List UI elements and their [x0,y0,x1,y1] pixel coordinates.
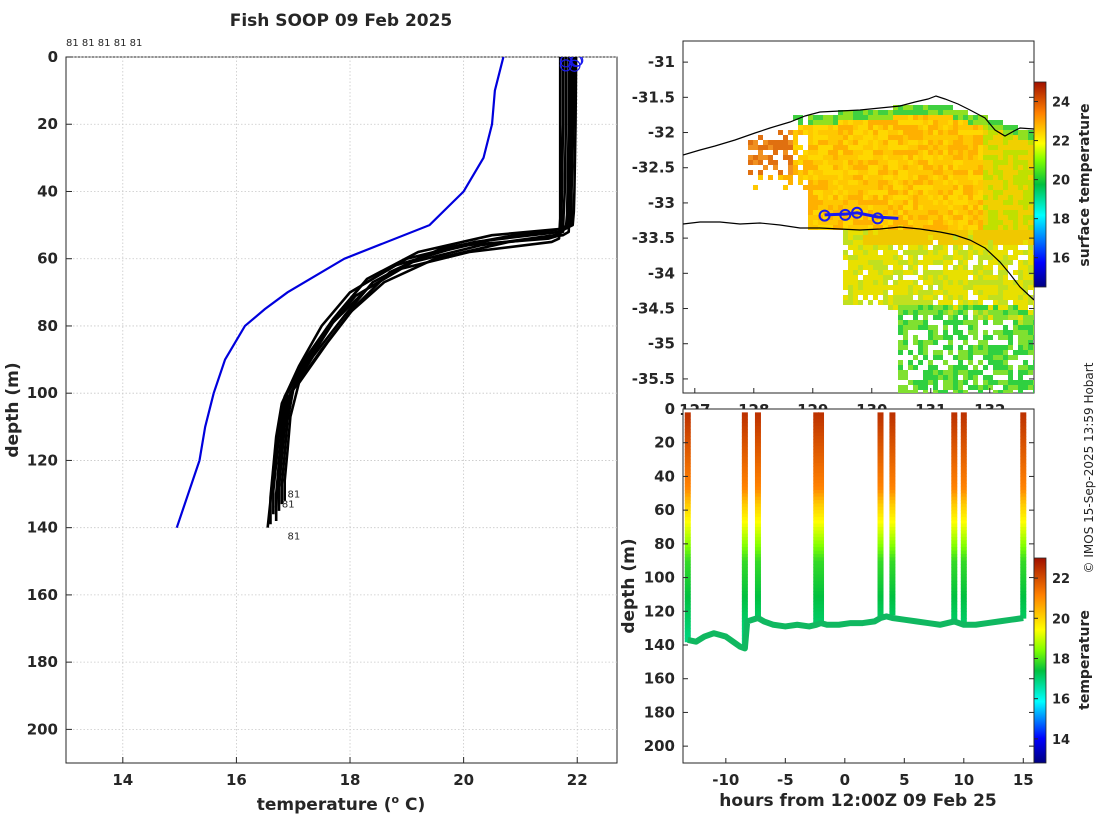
profile-plot-area [65,56,618,764]
y-tick-label: 80 [37,317,58,335]
y-tick-label: 0 [665,400,675,418]
lat-tick-label: -33.5 [632,229,675,247]
x-tick-label: 16 [226,771,247,789]
section-bottom-track [687,613,1024,652]
track-marker [818,209,831,222]
end-label: 81 [282,499,295,510]
lat-tick-label: -34.5 [632,300,675,318]
y-tick-label: 60 [37,250,58,268]
x-tick-label: 15 [1013,771,1034,789]
y-tick-label: 140 [27,519,58,537]
y-tick-label: 180 [27,653,58,671]
map-lat-axis: -31 -31.5 -32 -32.5 -33 -33.5 -34 -34.5 -35 -35.5 [632,53,1034,388]
ship-track [824,211,899,220]
track-marker [851,206,864,219]
track-marker [871,212,884,225]
section-colorbar-ticks: 14 16 18 20 22 [1034,572,1070,748]
cbar-tick-label: 20 [1052,174,1070,189]
cbar-tick-label: 20 [1052,612,1070,627]
section-colorbar [1033,557,1047,764]
end-label: 81 [288,489,301,500]
lat-tick-label: -31.5 [632,88,675,106]
cbar-tick-label: 14 [1052,733,1070,748]
y-tick-label: 60 [654,501,675,519]
cbar-tick-label: 16 [1052,693,1070,708]
surface-marker [571,57,584,67]
map-colorbar-ticks: 16 18 20 22 24 [1034,96,1070,267]
x-tick-label: 10 [953,771,974,789]
coastline-south [683,221,1034,301]
profile-y-label: depth (m) [3,362,23,457]
x-tick-label: 20 [453,771,474,789]
y-tick-label: 160 [27,586,58,604]
y-tick-label: 100 [644,569,675,587]
section-y-axis: 0 20 40 60 80 100 120 140 160 180 200 [644,400,1034,755]
lat-tick-label: -33 [648,194,675,212]
lat-tick-label: -32.5 [632,159,675,177]
section-x-axis: -10 -5 0 5 10 15 [712,758,1034,789]
cbar-tick-label: 18 [1052,652,1070,667]
y-tick-label: 120 [27,451,58,469]
y-tick-label: 140 [644,636,675,654]
x-tick-label: 22 [567,771,588,789]
coastline-north [683,95,1034,156]
x-tick-label: -10 [712,771,739,789]
map-colorbar-label: surface temperature [1077,103,1093,266]
lat-tick-label: -35.5 [632,370,675,388]
profile-y-axis: 0 20 40 60 80 100 120 140 160 180 200 [27,48,72,738]
y-tick-label: 100 [27,384,58,402]
y-tick-label: 200 [27,720,58,738]
section-area [682,408,1035,764]
profile-plot: 14 16 18 20 22 0 20 40 60 80 100 120 140 160 180 200 8… [3,38,618,815]
profile-grid [66,56,617,763]
surface-markers [559,57,584,72]
profile-top-label: 81 81 81 81 81 [66,38,142,49]
profile-line [283,57,576,501]
section-colorbar-label: temperature [1077,610,1093,710]
lat-tick-label: -35 [648,335,675,353]
section-x-label: hours from 12:00Z 09 Feb 25 [719,791,997,811]
surface-marker [559,59,572,72]
cbar-tick-label: 22 [1052,572,1070,587]
profile-line [266,57,562,528]
x-tick-label: 5 [899,771,909,789]
end-label: 81 [288,531,301,542]
x-tick-label: 18 [340,771,361,789]
figure-title: Fish SOOP 09 Feb 2025 [230,11,453,31]
y-tick-label: 200 [644,737,675,755]
cbar-tick-label: 18 [1052,213,1070,228]
profile-x-axis: 14 16 18 20 22 [112,757,588,789]
track-markers [818,206,884,225]
y-tick-label: 80 [654,535,675,553]
credit-text: © IMOS 15-Sep-2025 13:59 Hobart [1082,362,1096,573]
profile-x-label: temperature (o C) [257,793,426,815]
x-tick-label: 14 [112,771,133,789]
y-tick-label: 40 [37,182,58,200]
climatology-line [175,57,505,529]
lat-tick-label: -34 [648,264,675,282]
y-tick-label: 0 [48,48,58,66]
y-tick-label: 120 [644,602,675,620]
sst-map: -31 -31.5 -32 -32.5 -33 -33.5 -34 -34.5 -35 -35.5… [632,40,1093,419]
x-tick-label: 0 [840,771,850,789]
y-tick-label: 160 [644,670,675,688]
y-tick-label: 40 [654,467,675,485]
y-tick-label: 180 [644,703,675,721]
lat-tick-label: -31 [648,53,675,71]
cbar-tick-label: 24 [1052,96,1070,111]
section-y-label: depth (m) [619,538,639,633]
cbar-tick-label: 16 [1052,252,1070,267]
y-tick-label: 20 [654,434,675,452]
x-tick-label: -5 [777,771,794,789]
lat-tick-label: -32 [648,124,675,142]
map-colorbar [1033,81,1047,288]
track-marker [839,208,852,221]
y-tick-label: 20 [37,115,58,133]
profile-lines [266,57,578,528]
cbar-tick-label: 22 [1052,135,1070,150]
profile-line [280,57,574,505]
